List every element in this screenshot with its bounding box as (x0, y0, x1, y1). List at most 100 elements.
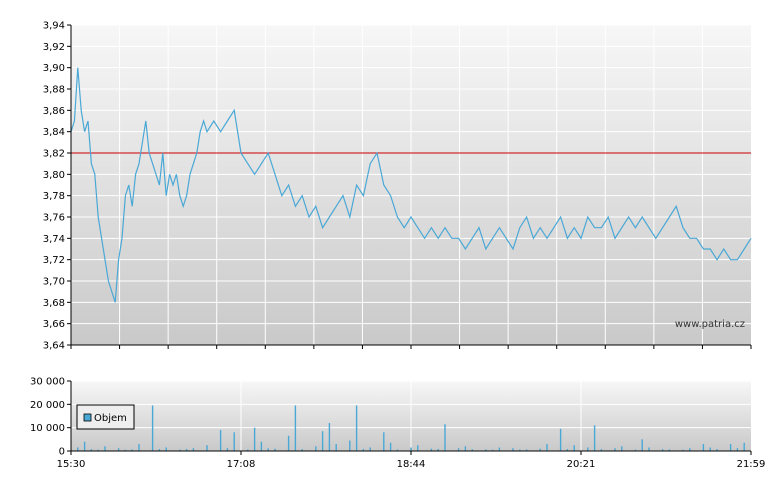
price-y-tick-label: 3,66 (43, 319, 65, 330)
x-tick-label: 21:59 (737, 459, 766, 470)
price-y-tick-label: 3,82 (43, 149, 65, 160)
volume-bar (349, 440, 351, 451)
volume-bar (396, 449, 399, 451)
volume-bar (77, 447, 79, 451)
volume-bar (519, 449, 521, 451)
volume-bar (83, 441, 86, 451)
volume-bar (498, 447, 501, 451)
price-y-tick-label: 3,88 (43, 85, 65, 96)
volume-bar (335, 444, 337, 451)
volume-bar (709, 447, 711, 451)
price-y-tick-label: 3,84 (43, 127, 65, 138)
volume-bar (185, 448, 188, 451)
volume-bar (226, 448, 229, 451)
volume-bar (485, 449, 487, 451)
volume-y-tick-label: 30 000 (30, 377, 65, 388)
volume-bar (464, 446, 467, 451)
volume-bar (587, 447, 589, 451)
legend-swatch (83, 413, 92, 422)
price-x-ticks (70, 345, 752, 349)
volume-bar (369, 447, 371, 451)
volume-bar (641, 439, 643, 451)
volume-bar (192, 448, 195, 451)
volume-bar (525, 449, 528, 451)
volume-bar (729, 444, 732, 451)
volume-bar (219, 430, 222, 451)
price-y-tick-label: 3,78 (43, 191, 65, 202)
volume-bar (457, 448, 460, 451)
volume-bar (621, 446, 623, 451)
volume-bar (355, 405, 358, 451)
volume-bar (417, 445, 419, 451)
volume-bar (383, 432, 385, 451)
legend: Objem (76, 404, 135, 430)
price-y-tick-label: 3,74 (43, 234, 65, 245)
volume-bar (131, 449, 133, 451)
x-tick-label: 15:30 (57, 459, 86, 470)
watermark: www.patria.cz (675, 319, 745, 330)
volume-bar (301, 449, 303, 451)
volume-bar (430, 448, 433, 451)
price-y-tick-label: 3,90 (43, 63, 65, 74)
volume-bar (661, 449, 664, 451)
volume-bar (179, 449, 181, 451)
price-y-tick-label: 3,76 (43, 213, 65, 224)
volume-bar (593, 425, 596, 451)
volume-bar (151, 405, 154, 451)
volume-bar (124, 449, 127, 451)
volume-bar (437, 448, 439, 451)
volume-bar (328, 423, 331, 451)
price-y-tick-label: 3,86 (43, 106, 65, 117)
volume-bar (491, 449, 494, 451)
volume-bar (689, 448, 691, 451)
volume-bar (104, 446, 106, 451)
volume-bar (260, 441, 263, 451)
volume-bar (559, 428, 562, 451)
price-y-tick-label: 3,72 (43, 255, 65, 266)
volume-bar (294, 405, 297, 451)
price-y-tick-label: 3,94 (43, 21, 65, 32)
volume-bar (165, 447, 167, 451)
volume-bar (206, 445, 208, 451)
volume-bar (247, 449, 249, 451)
volume-bar (410, 447, 412, 451)
volume-bar (287, 435, 290, 451)
volume-bar (546, 444, 548, 451)
volume-bar (682, 449, 684, 451)
volume-bar (512, 448, 514, 451)
volume-bar (233, 432, 235, 451)
volume-bar (362, 448, 365, 451)
volume-bar (253, 427, 256, 451)
volume-bar (117, 448, 120, 451)
legend-label: Objem (94, 413, 127, 424)
volume-x-ticks: 15:30 17:08 18:44 20:21 21:59 (57, 451, 766, 470)
volume-bar (158, 449, 161, 451)
x-tick-label: 20:21 (567, 459, 596, 470)
volume-bar (573, 445, 575, 451)
x-tick-label: 17:08 (227, 459, 256, 470)
x-tick-label: 18:44 (397, 459, 426, 470)
volume-bar (566, 449, 569, 451)
volume-bar (389, 442, 392, 451)
volume-bar (315, 446, 317, 451)
volume-bar (471, 449, 473, 451)
volume-bar (97, 449, 99, 451)
volume-y-tick-label: 20 000 (30, 400, 65, 411)
price-y-ticks: 3,64 3,66 3,68 3,70 3,72 3,74 3,76 3,78 3,80 3,82… (43, 21, 71, 352)
price-y-tick-label: 3,92 (43, 42, 65, 53)
volume-bar (138, 444, 140, 451)
volume-bar (716, 449, 718, 451)
price-y-tick-label: 3,68 (43, 298, 65, 309)
volume-y-tick-label: 10 000 (30, 423, 65, 434)
volume-bar (274, 448, 276, 451)
price-y-tick-label: 3,80 (43, 170, 65, 181)
volume-bar (736, 448, 739, 451)
volume-bar (539, 448, 541, 451)
volume-bar (614, 448, 616, 451)
volume-bar (668, 449, 671, 451)
volume-bar (600, 449, 603, 451)
volume-y-tick-label: 0 (59, 447, 65, 458)
volume-bar (321, 431, 324, 451)
volume-bars (77, 405, 745, 451)
